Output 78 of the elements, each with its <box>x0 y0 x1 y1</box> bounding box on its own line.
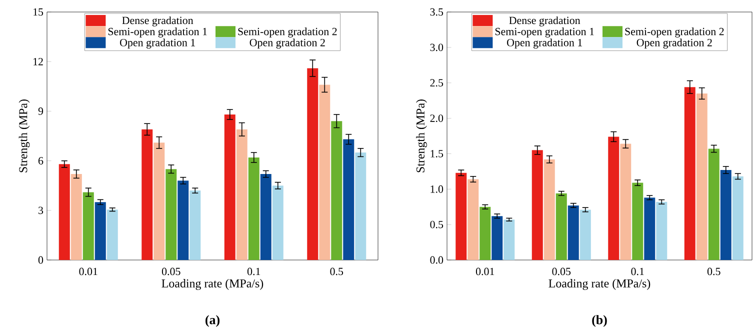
x-tick-label: 0.1 <box>247 268 260 276</box>
y-axis-title: Strength (MPa) <box>416 100 427 172</box>
bar <box>224 114 236 260</box>
y-tick-label: 0.0 <box>430 256 444 264</box>
y-tick-label: 3 <box>38 206 44 214</box>
bar <box>708 148 720 260</box>
bar <box>684 87 696 260</box>
bar <box>732 176 744 260</box>
bar <box>82 192 94 260</box>
bar <box>468 179 479 260</box>
bar <box>343 139 354 260</box>
bar <box>178 180 189 260</box>
bar <box>355 152 366 260</box>
y-axis-title: Strength (MPa) <box>18 100 30 172</box>
y-tick-label: 9 <box>38 108 44 115</box>
bar <box>556 193 567 260</box>
text: (b) <box>592 315 607 327</box>
bar <box>456 172 467 260</box>
text: (a) <box>206 315 220 327</box>
x-tick-label: 0.05 <box>552 268 571 276</box>
bar <box>70 174 82 260</box>
legend-label: Open gradation 1 <box>120 38 195 49</box>
bar <box>166 169 177 260</box>
bar <box>644 198 656 260</box>
bar <box>331 121 342 260</box>
bar <box>544 159 555 260</box>
legend-label: Dense gradation <box>509 16 580 26</box>
bar <box>94 202 106 260</box>
bar <box>480 206 491 260</box>
y-tick-label: 0 <box>38 256 44 264</box>
legend-label: Open gradation 2 <box>250 38 325 49</box>
bar <box>720 170 732 260</box>
bar <box>248 157 260 260</box>
legend-label: Open gradation 1 <box>507 38 582 49</box>
x-tick-label: 0.5 <box>330 268 344 276</box>
bar <box>580 210 591 260</box>
bar <box>236 129 248 260</box>
legend-label: Semi-open gradation 1 <box>495 28 594 38</box>
bar <box>58 164 70 260</box>
y-tick-label: 3.0 <box>430 44 444 52</box>
y-tick-label: 0.5 <box>430 220 444 228</box>
y-tick-label: 2.0 <box>430 114 444 122</box>
bar <box>656 202 668 260</box>
bar <box>492 216 503 260</box>
bar <box>608 136 620 260</box>
legend-label: Open gradation 2 <box>636 38 712 49</box>
legend-label: Semi-open gradation 1 <box>108 28 207 38</box>
y-tick-label: 3.5 <box>430 8 444 16</box>
x-tick-label: 0.01 <box>476 268 494 276</box>
x-tick-label: 0.05 <box>162 268 180 276</box>
bar <box>142 129 153 260</box>
x-tick-label: 0.1 <box>631 268 644 276</box>
bar <box>632 182 644 260</box>
bar <box>190 190 201 260</box>
y-tick-label: 12 <box>33 58 43 66</box>
legend-label: Dense gradation <box>122 16 194 26</box>
y-tick-label: 15 <box>33 8 44 16</box>
bar <box>532 150 543 260</box>
y-tick-label: 1.5 <box>430 150 444 158</box>
bar <box>620 144 632 260</box>
legend-label: Semi-open gradation 2 <box>238 28 337 38</box>
bar <box>696 93 708 260</box>
bar <box>307 68 318 260</box>
x-axis-title: Loading rate (MPa/s) <box>162 279 264 290</box>
bar <box>154 142 165 260</box>
bar <box>319 84 330 260</box>
bar <box>504 220 515 260</box>
legend-label: Semi-open gradation 2 <box>625 28 724 38</box>
bar <box>106 210 118 260</box>
y-tick-label: 2.5 <box>430 79 444 87</box>
bar <box>568 205 579 260</box>
y-tick-label: 1.0 <box>430 185 444 193</box>
bar <box>260 174 272 260</box>
bar <box>272 186 284 260</box>
y-tick-label: 6 <box>38 157 44 164</box>
x-tick-label: 0.01 <box>79 268 98 276</box>
x-tick-label: 0.5 <box>707 268 720 276</box>
x-axis-title: Loading rate (MPa/s) <box>548 279 650 290</box>
